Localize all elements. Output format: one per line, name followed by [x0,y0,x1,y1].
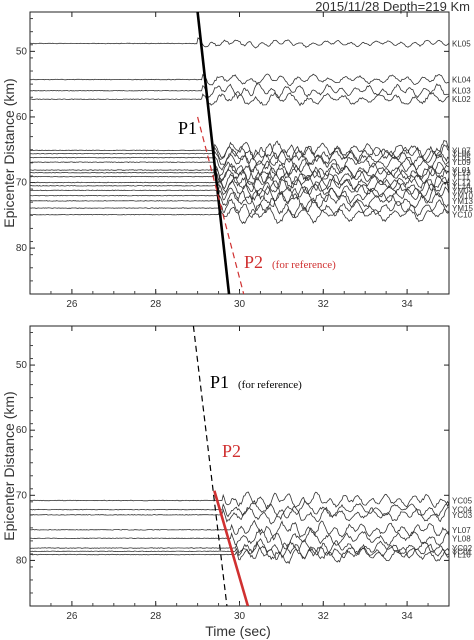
x-axis-label: Time (sec) [205,623,271,639]
y-tick-label: 80 [16,555,28,566]
pick-sublabel: (for reference) [272,259,336,271]
y-tick-label: 60 [16,112,28,123]
station-label: KL03 [452,87,471,96]
seismogram-trace [30,545,449,565]
seismogram-trace [30,538,449,559]
pick-sublabel: (for reference) [238,379,302,391]
station-label: YL05 [452,154,471,163]
seismogram-trace [30,139,449,161]
plot-frame [29,325,450,607]
top-y-axis-label: Epicenter Distance (km) [1,78,17,227]
station-label: KL05 [452,39,471,48]
seismogram-trace [30,505,449,525]
station-label: YM10 [452,192,473,201]
figure-header: 2015/11/28 Depth=219 Km [315,0,470,14]
station-label: YL12 [452,179,471,188]
station-label: YL06 [452,150,471,159]
seismogram-trace [30,83,449,100]
station-label: YL09 [452,158,471,167]
seismogram-trace [30,499,449,521]
phase-pick-line [196,12,231,294]
seismogram-trace [30,73,449,87]
seismogram-trace [30,175,449,197]
station-label: YM15 [452,204,473,213]
station-label: YC01 [452,547,473,556]
seismogram-trace [30,185,449,205]
x-tick-label: 26 [66,611,78,622]
station-label: YC04 [452,506,473,515]
y-tick-label: 80 [16,243,28,254]
station-label: YC03 [452,511,473,520]
station-label: YL07 [452,146,471,155]
pick-label: P1 [210,372,229,392]
pick-label: P2 [244,252,263,272]
station-label: YL14 [452,182,471,191]
x-tick-label: 30 [234,299,246,310]
station-label: YM04 [452,186,473,195]
plot-frame [29,11,450,295]
x-tick-label: 34 [402,299,414,310]
seismogram-trace [30,147,449,167]
x-tick-label: 28 [150,611,162,622]
x-tick-label: 26 [66,299,78,310]
seismogram-trace [30,37,449,49]
station-label: YM13 [452,197,473,206]
station-label: YL01 [452,166,471,175]
station-label: YC05 [452,497,473,506]
seismogram-trace [30,197,449,219]
seismogram-trace [30,166,449,186]
station-label: YL07 [452,526,471,535]
seismogram-trace [30,527,449,550]
seismogram-trace [30,491,449,510]
x-tick-label: 34 [402,611,414,622]
x-tick-label: 32 [318,611,330,622]
seismogram-trace [30,206,449,225]
station-label: YC02 [452,544,473,553]
seismogram-trace [30,91,449,107]
y-tick-label: 50 [16,360,28,371]
station-label: YL16 [452,551,471,560]
y-tick-label: 50 [16,46,28,57]
station-label: KL04 [452,76,471,85]
phase-pick-line [192,326,228,606]
station-label: YL08 [452,534,471,543]
phase-pick-line [213,490,250,606]
station-label: YL11 [452,173,471,182]
bottom-y-axis-label: Epicenter Distance (km) [1,391,17,540]
bottom-panel: Epicenter Distance (km) 26 28 30 32 34 50 60 70… [1,325,473,622]
seismogram-trace [30,190,449,212]
x-tick-label: 30 [234,611,246,622]
pick-label: P2 [222,441,241,461]
x-tick-label: 32 [318,299,330,310]
station-label: KL02 [452,95,471,104]
phase-pick-line [197,116,245,294]
y-tick-label: 70 [16,490,28,501]
top-panel: Epicenter Distance (km) 26 28 30 32 34 50 60 70… [1,11,473,310]
seismogram-trace [30,152,449,174]
station-label: YC10 [452,211,473,220]
seismogram-trace [30,163,449,181]
seismogram-trace [30,541,449,561]
seismogram-trace [30,142,449,165]
y-tick-label: 70 [16,178,28,189]
seismogram-trace [30,160,449,181]
pick-label: P1 [178,118,197,138]
x-tick-label: 28 [150,299,162,310]
station-label: YL13 [452,169,471,178]
seismogram-trace [30,519,449,541]
seismogram-trace [30,170,449,193]
seismogram-trace [30,180,449,202]
y-tick-label: 60 [16,425,28,436]
